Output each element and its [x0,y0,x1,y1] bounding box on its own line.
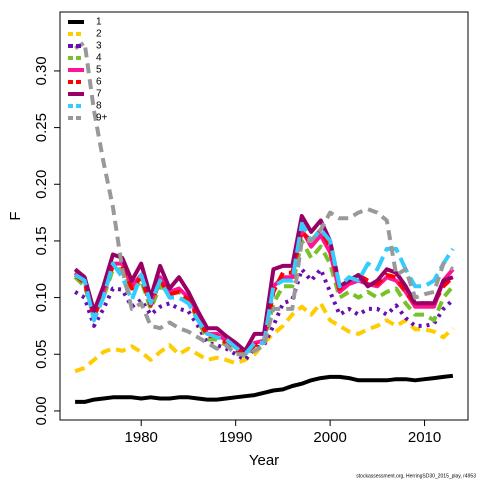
y-tick-label: 0.15 [33,226,50,255]
legend-label: 2 [96,29,102,40]
series-line [74,301,455,374]
legend-label: 7 [96,89,102,100]
y-tick-label: 0.00 [33,396,50,425]
x-axis-label: Year [249,452,279,469]
legend-label: 3 [96,41,102,52]
x-tick-label: 2000 [313,429,346,446]
x-tick-label: 2010 [408,429,441,446]
legend-label: 6 [96,77,102,88]
y-tick-label: 0.20 [33,170,50,199]
y-tick-label: 0.30 [33,56,50,85]
footnote: stockassessment.org, HerringSD30_2015_pl… [356,473,476,479]
x-tick-label: 1990 [219,429,252,446]
y-tick-label: 0.25 [33,113,50,142]
y-tick-label: 0.05 [33,340,50,369]
y-tick-label: 0.10 [33,283,50,312]
legend-label: 9+ [96,113,108,124]
series-line [75,373,454,404]
legend-label: 1 [96,17,102,28]
y-axis-label: F [7,211,24,220]
legend-label: 8 [96,101,102,112]
legend-label: 5 [96,65,102,76]
series-line [74,40,454,357]
legend-label: 4 [96,53,102,64]
x-tick-label: 1980 [125,429,158,446]
plot-frame [59,11,469,421]
